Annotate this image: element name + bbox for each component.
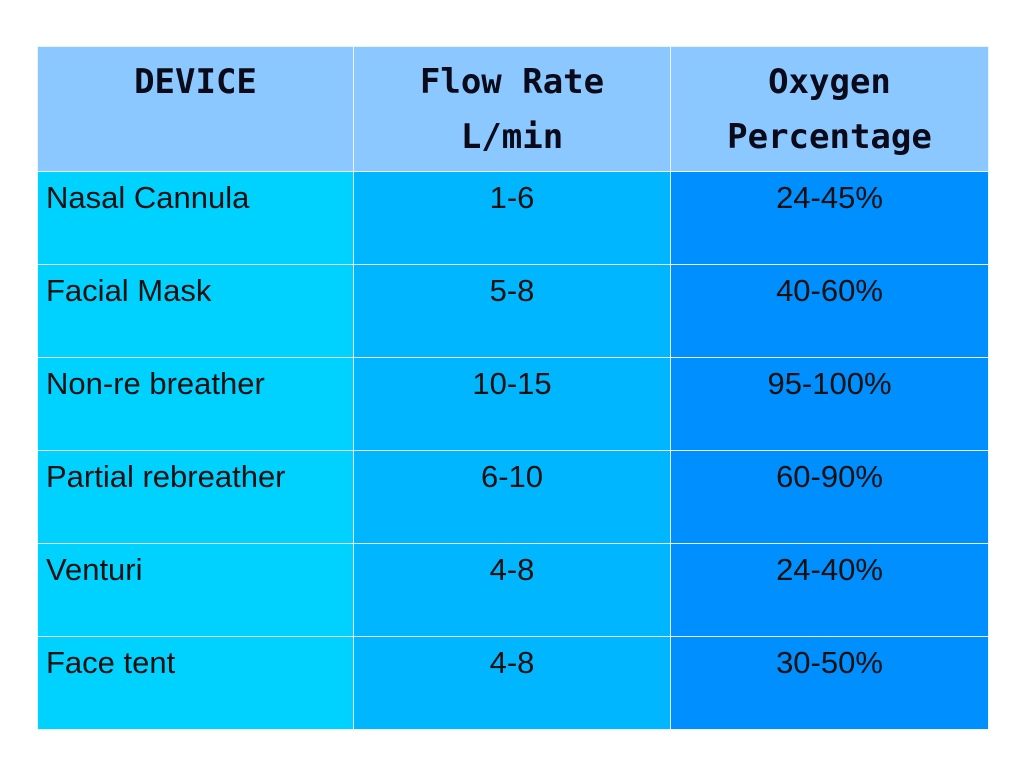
header-oxygen-line1: Oxygen: [768, 62, 891, 102]
table-row: Nasal Cannula 1-6 24-45%: [37, 171, 989, 265]
table-row: Facial Mask 5-8 40-60%: [37, 264, 989, 358]
device-cell: Venturi: [37, 543, 354, 637]
device-cell: Facial Mask: [37, 264, 354, 358]
table-row: Venturi 4-8 24-40%: [37, 543, 989, 637]
header-device: DEVICE: [37, 46, 354, 172]
oxygen-percentage-cell: 24-45%: [670, 171, 989, 265]
device-cell: Non-re breather: [37, 357, 354, 451]
flow-rate-cell: 10-15: [353, 357, 671, 451]
flow-rate-cell: 1-6: [353, 171, 671, 265]
header-flow-line1: Flow Rate: [419, 62, 605, 102]
flow-rate-cell: 4-8: [353, 636, 671, 730]
device-cell: Nasal Cannula: [37, 171, 354, 265]
flow-rate-cell: 5-8: [353, 264, 671, 358]
device-cell: Face tent: [37, 636, 354, 730]
oxygen-percentage-cell: 95-100%: [670, 357, 989, 451]
header-device-line1: DEVICE: [134, 62, 257, 102]
device-cell: Partial rebreather: [37, 450, 354, 544]
table-row: Face tent 4-8 30-50%: [37, 636, 989, 730]
flow-rate-cell: 6-10: [353, 450, 671, 544]
oxygen-percentage-cell: 30-50%: [670, 636, 989, 730]
oxygen-device-table: DEVICE Flow Rate L/min Oxygen Percentage…: [37, 46, 989, 730]
header-row: DEVICE Flow Rate L/min Oxygen Percentage: [37, 46, 989, 172]
header-flow-rate: Flow Rate L/min: [353, 46, 671, 172]
table-row: Partial rebreather 6-10 60-90%: [37, 450, 989, 544]
oxygen-percentage-cell: 40-60%: [670, 264, 989, 358]
header-flow-line2: L/min: [460, 117, 564, 157]
oxygen-percentage-cell: 60-90%: [670, 450, 989, 544]
table-row: Non-re breather 10-15 95-100%: [37, 357, 989, 451]
oxygen-percentage-cell: 24-40%: [670, 543, 989, 637]
header-oxygen-percentage: Oxygen Percentage: [670, 46, 989, 172]
flow-rate-cell: 4-8: [353, 543, 671, 637]
header-oxygen-line2: Percentage: [727, 117, 932, 157]
